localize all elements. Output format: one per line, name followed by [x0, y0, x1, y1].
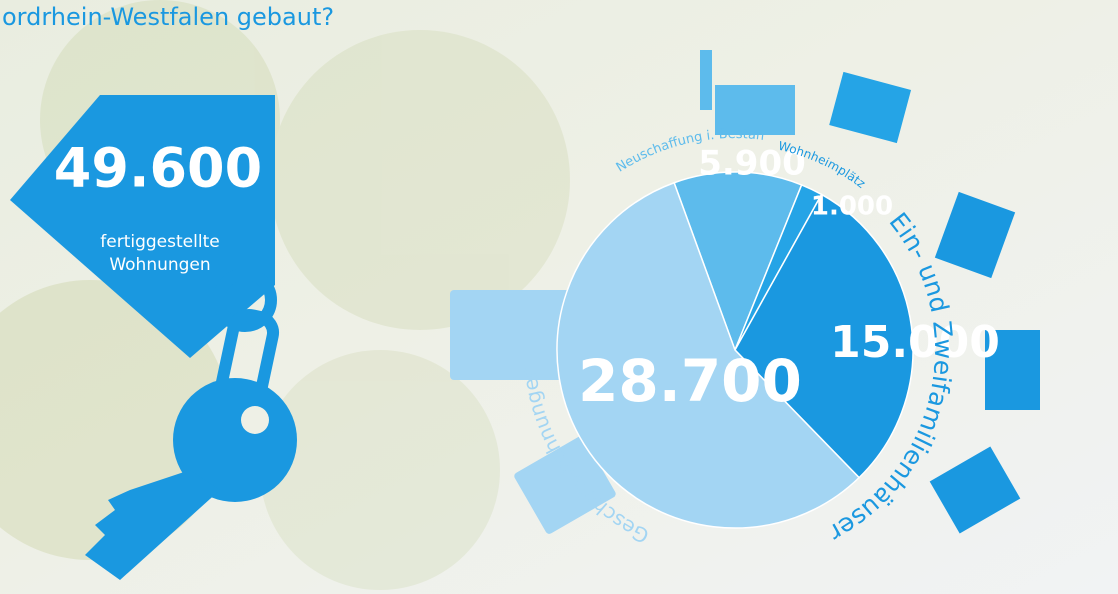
total-caption: Wohnungen — [109, 255, 210, 275]
infographic: ordrhein-Westfalen gebaut? 49.600 fertig… — [0, 0, 1118, 594]
data-label: 1.000 — [811, 192, 893, 222]
total-value: 49.600 — [54, 137, 262, 200]
data-label: 28.700 — [578, 347, 802, 415]
data-label: 15.000 — [830, 317, 1000, 368]
page: {"header": {"title": "ordrhein-Westfalen… — [0, 0, 1118, 594]
total-caption: fertiggestellte — [100, 232, 219, 252]
title: ordrhein-Westfalen gebaut? — [2, 3, 334, 31]
